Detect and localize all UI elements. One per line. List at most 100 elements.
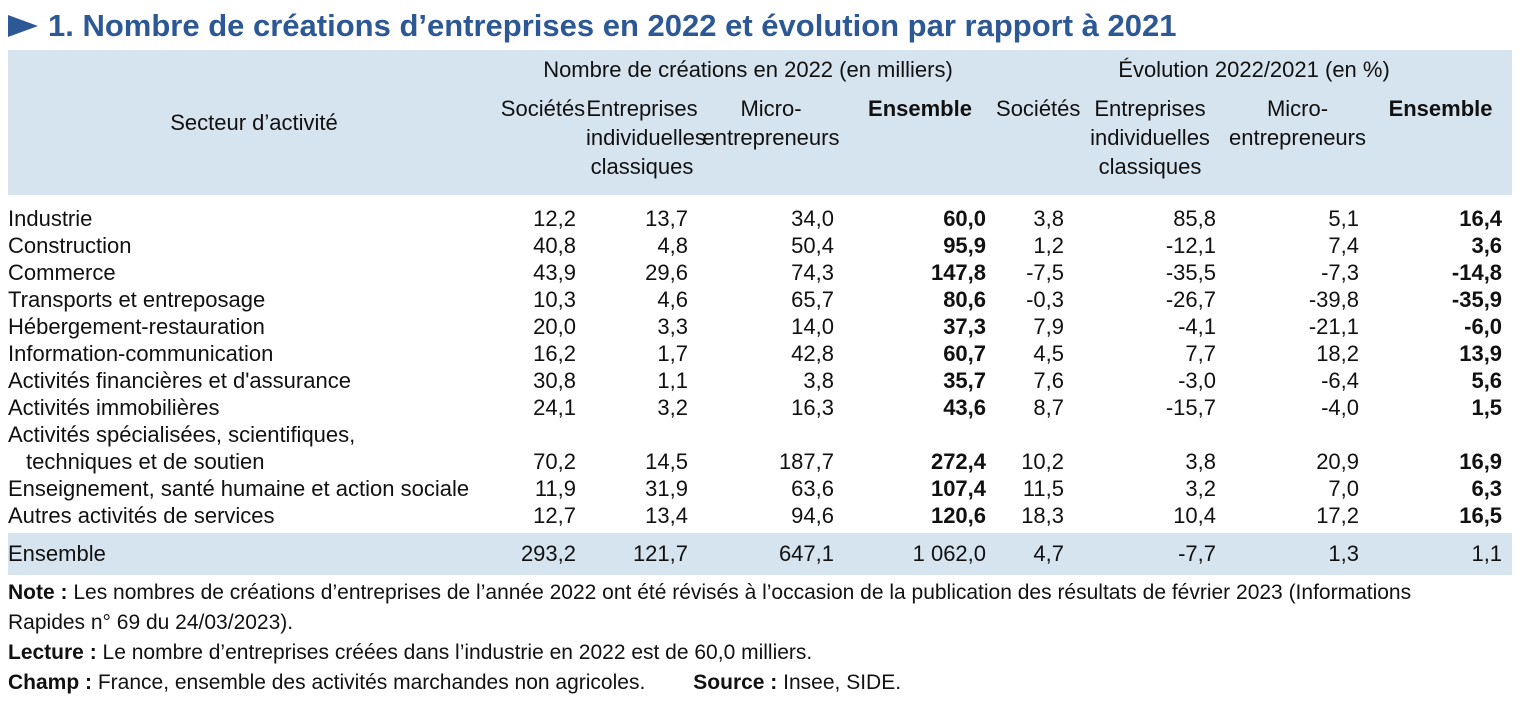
cell-evo-societes: -7,5	[1026, 260, 1065, 285]
note-line: Note : Les nombres de créations d’entrep…	[8, 578, 1478, 638]
cell-micro: 94,6	[791, 503, 834, 528]
cell-societes: 20,0	[533, 314, 576, 339]
table-row: Autres activités de services 12,7 13,4 9…	[8, 502, 1512, 533]
cell-evo-ei: 3,2	[1185, 476, 1217, 501]
row-sector-line1: Activités spécialisées, scientifiques,	[8, 422, 356, 447]
data-table: Secteur d’activité Nombre de créations e…	[8, 50, 1513, 575]
cell-evo-micro: -39,8	[1308, 287, 1360, 312]
table-row: Commerce 43,9 29,6 74,3 147,8 -7,5 -35,5…	[8, 259, 1512, 286]
cell-ei: 13,7	[645, 206, 688, 231]
row-sector: Activités financières et d'assurance	[8, 368, 351, 393]
cell-evo-micro: 5,1	[1328, 206, 1360, 231]
cell-ei: 31,9	[645, 476, 688, 501]
row-sector: Activités immobilières	[8, 395, 220, 420]
cell-evo-societes: 1,2	[1033, 233, 1065, 258]
cell-micro: 50,4	[791, 233, 834, 258]
cell-evo-ei: -4,1	[1178, 314, 1217, 339]
lecture-text: Le nombre d’entreprises créées dans l’in…	[96, 641, 813, 664]
col-header-ensemble: Ensemble	[844, 90, 997, 195]
cell-evo-societes: 3,8	[1033, 206, 1065, 231]
cell-ei: 4,8	[657, 233, 688, 258]
total-evo-societes: 4,7	[996, 533, 1075, 575]
cell-societes: 11,9	[534, 476, 576, 501]
cell-evo-ensemble: 1,5	[1471, 395, 1503, 420]
table-row: Hébergement-restauration 20,0 3,3 14,0 3…	[8, 313, 1512, 340]
cell-micro: 42,8	[791, 341, 834, 366]
cell-ei: 14,5	[645, 449, 688, 474]
cell-evo-ei: -12,1	[1165, 233, 1217, 258]
figure-title: 1. Nombre de créations d’entreprises en …	[8, 4, 1176, 48]
cell-evo-ensemble: 16,4	[1459, 206, 1503, 231]
table-row: Industrie 12,2 13,7 34,0 60,0 3,8 85,8 5…	[8, 195, 1512, 232]
note-label: Note :	[8, 581, 68, 604]
cell-societes: 24,1	[533, 395, 576, 420]
cell-ensemble: 80,6	[943, 287, 987, 312]
total-evo-ei: -7,7	[1074, 533, 1227, 575]
cell-evo-ensemble: -6,0	[1464, 314, 1503, 339]
cell-ei: 29,6	[645, 260, 688, 285]
cell-evo-societes: -0,3	[1026, 287, 1065, 312]
cell-evo-ei: 3,8	[1185, 449, 1217, 474]
sector-column-header: Secteur d’activité	[8, 50, 500, 195]
cell-evo-ei: -35,5	[1165, 260, 1217, 285]
cell-evo-societes: 18,3	[1021, 503, 1065, 528]
row-sector: Enseignement, santé humaine et action so…	[8, 476, 470, 501]
col-header-societes: Sociétés	[500, 90, 586, 195]
col-header-evo-societes: Sociétés	[996, 90, 1080, 195]
cell-ensemble: 35,7	[943, 368, 987, 393]
cell-ensemble: 147,8	[930, 260, 987, 285]
cell-evo-micro: -6,4	[1321, 368, 1360, 393]
row-sector-line2: techniques et de soutien	[26, 449, 265, 474]
row-sector: Transports et entreposage	[8, 287, 266, 312]
champ-text: France, ensemble des activités marchande…	[92, 671, 646, 694]
total-row: Ensemble 293,2 121,7 647,1 1 062,0 4,7 -…	[8, 533, 1513, 575]
cell-evo-ensemble: 16,5	[1459, 503, 1503, 528]
cell-evo-ensemble: -14,8	[1451, 260, 1503, 285]
cell-evo-micro: 7,0	[1328, 476, 1360, 501]
cell-ei: 3,3	[657, 314, 688, 339]
col-header-evo-micro: Micro-entrepreneurs	[1226, 90, 1370, 195]
cell-micro: 63,6	[791, 476, 834, 501]
cell-evo-micro: 7,4	[1328, 233, 1360, 258]
cell-evo-micro: -7,3	[1321, 260, 1360, 285]
cell-ei: 3,2	[657, 395, 688, 420]
cell-societes: 12,7	[533, 503, 576, 528]
cell-societes: 30,8	[533, 368, 576, 393]
table-row: Activités spécialisées, scientifiques, t…	[8, 421, 1512, 475]
cell-evo-micro: 17,2	[1316, 503, 1360, 528]
cell-societes: 70,2	[533, 449, 576, 474]
table-row: Information-communication 16,2 1,7 42,8 …	[8, 340, 1512, 367]
cell-evo-ensemble: 13,9	[1459, 341, 1503, 366]
col-header-micro: Micro-entrepreneurs	[698, 90, 844, 195]
cell-evo-societes: 10,2	[1021, 449, 1065, 474]
footnotes: Note : Les nombres de créations d’entrep…	[8, 578, 1478, 698]
cell-ensemble: 120,6	[930, 503, 987, 528]
cell-evo-ei: 85,8	[1173, 206, 1217, 231]
table-row: Enseignement, santé humaine et action so…	[8, 475, 1512, 502]
total-evo-micro: 1,3	[1226, 533, 1370, 575]
cell-ensemble: 37,3	[943, 314, 987, 339]
cell-ensemble: 272,4	[930, 449, 987, 474]
cell-evo-micro: -4,0	[1321, 395, 1360, 420]
cell-evo-ensemble: -35,9	[1451, 287, 1503, 312]
cell-evo-societes: 8,7	[1033, 395, 1065, 420]
arrow-right-icon	[8, 15, 38, 37]
cell-evo-societes: 4,5	[1033, 341, 1065, 366]
total-ei: 121,7	[586, 533, 698, 575]
lecture-line: Lecture : Le nombre d’entreprises créées…	[8, 638, 1478, 668]
cell-evo-micro: 18,2	[1316, 341, 1360, 366]
cell-societes: 16,2	[533, 341, 576, 366]
cell-evo-ei: -3,0	[1178, 368, 1217, 393]
cell-evo-ensemble: 3,6	[1471, 233, 1503, 258]
champ-source-line: Champ : France, ensemble des activités m…	[8, 668, 1478, 698]
source-text: Insee, SIDE.	[777, 671, 902, 694]
col-header-evo-ensemble: Ensemble	[1369, 90, 1513, 195]
cell-ensemble: 95,9	[943, 233, 987, 258]
cell-evo-ensemble: 16,9	[1459, 449, 1503, 474]
table-row: Construction 40,8 4,8 50,4 95,9 1,2 -12,…	[8, 232, 1512, 259]
cell-micro: 3,8	[803, 368, 834, 393]
cell-evo-ei: 7,7	[1185, 341, 1217, 366]
cell-micro: 14,0	[791, 314, 834, 339]
cell-micro: 187,7	[778, 449, 834, 474]
note-text: Les nombres de créations d’entreprises d…	[8, 581, 1412, 634]
